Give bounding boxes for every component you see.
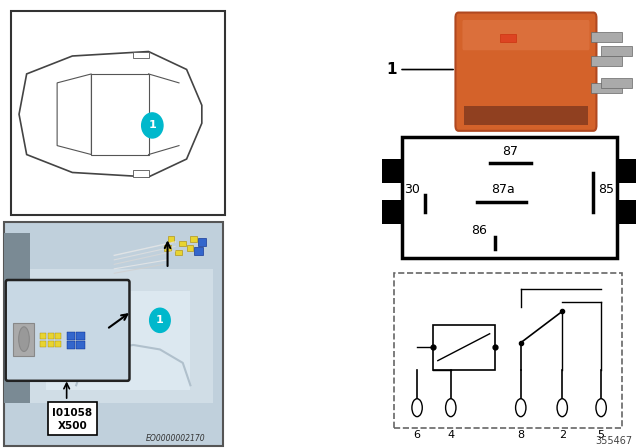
Bar [47, 341, 54, 347]
Bar [40, 341, 46, 347]
Bar [175, 250, 182, 255]
Bar [401, 137, 617, 258]
Polygon shape [92, 74, 148, 155]
Bar [67, 341, 75, 349]
FancyBboxPatch shape [6, 280, 129, 381]
Bar [76, 332, 84, 340]
Text: 1: 1 [148, 121, 156, 130]
Text: 355467: 355467 [595, 436, 632, 446]
Text: 2: 2 [559, 430, 566, 440]
Bar [55, 333, 61, 339]
Text: 6: 6 [413, 430, 420, 440]
Text: I01058: I01058 [52, 408, 92, 418]
FancyBboxPatch shape [463, 20, 589, 50]
Text: 86: 86 [471, 224, 487, 237]
Text: 87a: 87a [491, 183, 515, 196]
Text: X500: X500 [58, 421, 87, 431]
Bar [194, 247, 203, 255]
Bar [433, 325, 495, 370]
Bar [500, 34, 516, 42]
Bar [55, 341, 61, 347]
Bar [133, 170, 148, 177]
Bar [601, 78, 632, 88]
Bar [191, 236, 197, 242]
Circle shape [141, 113, 163, 138]
Bar [382, 200, 401, 224]
Bar [133, 52, 148, 58]
Bar [47, 402, 97, 435]
Bar [12, 11, 225, 215]
Text: EO0000002170: EO0000002170 [145, 434, 205, 443]
Bar [4, 222, 223, 446]
Text: 1: 1 [386, 62, 453, 77]
Bar [187, 245, 193, 251]
Bar [601, 46, 632, 56]
Bar [67, 332, 75, 340]
Bar [464, 106, 588, 125]
Bar [179, 241, 186, 246]
Bar [13, 323, 35, 356]
Circle shape [150, 308, 170, 332]
Polygon shape [57, 74, 92, 155]
Text: 30: 30 [404, 183, 420, 196]
Ellipse shape [19, 327, 29, 351]
Bar [40, 333, 46, 339]
Bar [19, 269, 213, 403]
Bar [164, 245, 171, 251]
Bar [198, 238, 206, 246]
Text: 1: 1 [156, 315, 164, 325]
Text: 8: 8 [517, 430, 524, 440]
Text: 85: 85 [598, 183, 614, 196]
Bar [4, 233, 31, 403]
Text: 4: 4 [447, 430, 454, 440]
Polygon shape [19, 52, 202, 177]
Bar [617, 200, 636, 224]
Bar [168, 236, 175, 242]
Bar [76, 341, 84, 349]
Bar [591, 32, 622, 42]
Bar [47, 333, 54, 339]
FancyBboxPatch shape [456, 13, 596, 131]
Bar [394, 273, 622, 428]
Bar [617, 159, 636, 183]
Text: 87: 87 [502, 145, 518, 158]
Text: 5: 5 [598, 430, 605, 440]
Bar [591, 56, 622, 66]
Bar [45, 291, 191, 390]
Bar [382, 159, 401, 183]
Bar [591, 83, 622, 93]
